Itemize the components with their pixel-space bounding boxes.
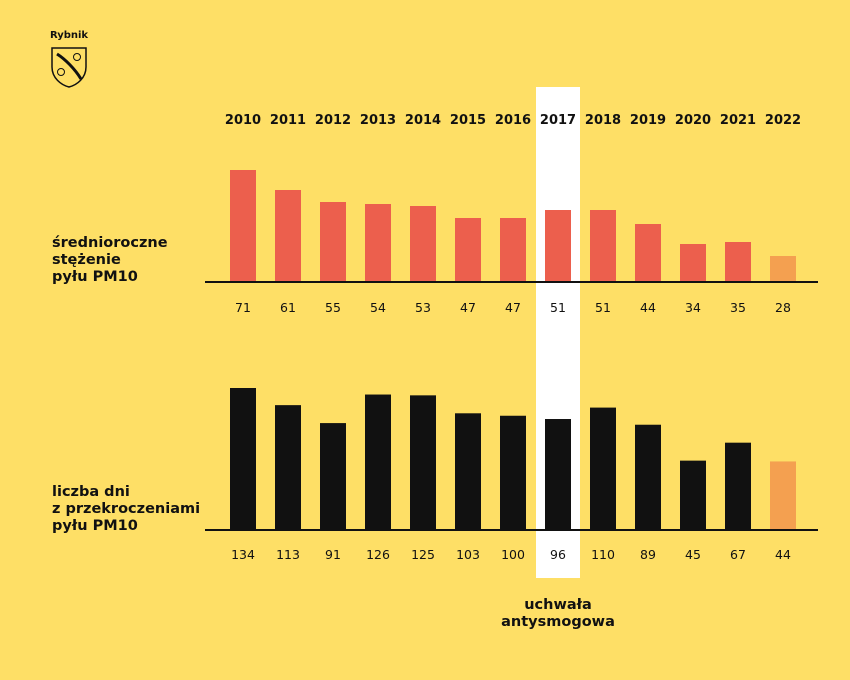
- bar: [770, 256, 796, 282]
- data-label: 100: [501, 547, 525, 562]
- year-label: 2015: [450, 113, 486, 128]
- bar: [500, 218, 526, 282]
- data-label: 134: [231, 547, 255, 562]
- bar: [455, 218, 481, 282]
- label-line: stężenie: [52, 252, 121, 268]
- bottom-chart-label: liczba dni z przekroczeniami pyłu PM10: [52, 484, 200, 535]
- bar: [635, 424, 661, 530]
- label-line: pyłu PM10: [52, 518, 138, 534]
- year-label: 2018: [585, 113, 621, 128]
- bar: [590, 210, 616, 282]
- year-label: 2022: [765, 113, 801, 128]
- data-label: 34: [685, 300, 701, 315]
- data-label: 126: [366, 547, 390, 562]
- bar: [680, 244, 706, 282]
- data-label: 47: [460, 300, 476, 315]
- bar: [500, 415, 526, 530]
- year-label: 2012: [315, 113, 351, 128]
- annotation-line1: uchwała: [524, 597, 592, 613]
- data-label: 110: [591, 547, 615, 562]
- data-label: 54: [370, 300, 386, 315]
- annotation-line2: antysmogowa: [501, 614, 615, 630]
- bar: [275, 405, 301, 530]
- year-label: 2019: [630, 113, 666, 128]
- data-label: 103: [456, 547, 480, 562]
- bar: [455, 413, 481, 530]
- data-label: 51: [550, 300, 566, 315]
- bar: [230, 388, 256, 530]
- label-line: z przekroczeniami: [52, 501, 201, 517]
- data-label: 35: [730, 300, 746, 315]
- data-label: 28: [775, 300, 791, 315]
- data-label: 91: [325, 547, 341, 562]
- bar: [410, 395, 436, 530]
- data-label: 44: [775, 547, 791, 562]
- top-chart-label: średnioroczne stężenie pyłu PM10: [52, 235, 168, 286]
- data-label: 45: [685, 547, 701, 562]
- data-label: 125: [411, 547, 435, 562]
- bar: [320, 423, 346, 530]
- data-label: 44: [640, 300, 656, 315]
- year-label: 2020: [675, 113, 711, 128]
- data-label: 67: [730, 547, 746, 562]
- bar: [410, 206, 436, 282]
- bar: [365, 394, 391, 530]
- year-label: 2011: [270, 113, 306, 128]
- bar: [680, 460, 706, 530]
- data-label: 71: [235, 300, 251, 315]
- data-label: 53: [415, 300, 431, 315]
- data-label: 55: [325, 300, 341, 315]
- bar: [275, 190, 301, 282]
- bar: [545, 210, 571, 282]
- year-label: 2010: [225, 113, 261, 128]
- bar: [590, 407, 616, 530]
- year-label: 2013: [360, 113, 396, 128]
- data-label: 96: [550, 547, 566, 562]
- bar: [365, 204, 391, 282]
- bar: [725, 442, 751, 530]
- data-label: 61: [280, 300, 296, 315]
- data-label: 47: [505, 300, 521, 315]
- label-line: średnioroczne: [52, 235, 168, 251]
- bar: [635, 224, 661, 282]
- coat-of-arms-icon: [51, 47, 87, 88]
- label-line: liczba dni: [52, 484, 130, 500]
- bar: [320, 202, 346, 282]
- label-line: pyłu PM10: [52, 269, 138, 285]
- year-label: 2017: [540, 113, 576, 128]
- bar: [770, 461, 796, 530]
- bar: [230, 170, 256, 282]
- bar: [725, 242, 751, 282]
- data-label: 113: [276, 547, 300, 562]
- logo: Rybnik: [44, 30, 94, 89]
- year-label: 2021: [720, 113, 756, 128]
- year-label: 2016: [495, 113, 531, 128]
- data-label: 51: [595, 300, 611, 315]
- bar: [545, 419, 571, 530]
- logo-text: Rybnik: [49, 30, 89, 41]
- year-label: 2014: [405, 113, 441, 128]
- data-label: 89: [640, 547, 656, 562]
